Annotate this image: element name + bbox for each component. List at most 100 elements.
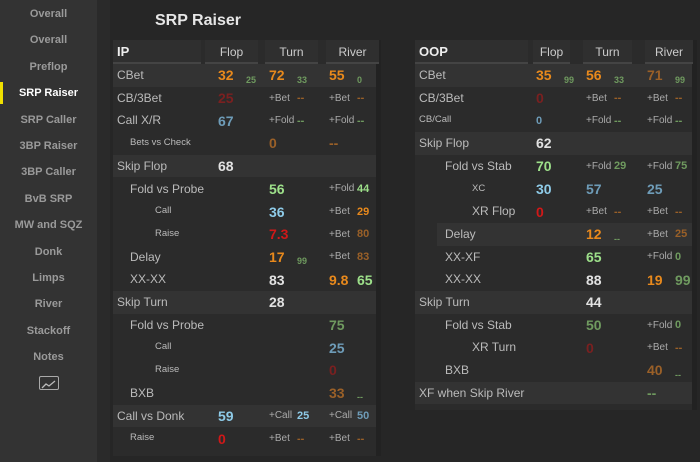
stat-value[interactable]: -- [297,92,305,105]
stat-row: Skip Flop 68 [113,154,376,178]
stat-value[interactable]: 50 [357,409,370,422]
stat-value[interactable]: 33 [329,385,345,402]
sidebar-item-mw-and-sqz[interactable]: MW and SQZ [14,219,83,232]
ip-header-river[interactable]: River [326,40,379,64]
river-cell: +Bet 29 [329,200,369,223]
sidebar-item-3bp-caller[interactable]: 3BP Caller [21,166,76,179]
river-cell: +Bet -- [329,87,364,110]
sidebar-item-stackoff[interactable]: Stackoff [26,324,71,337]
sidebar-item-3bp-raiser[interactable]: 3BP Raiser [19,140,78,152]
turn-cell: 36 [269,200,297,223]
stat-value[interactable]: -- [614,92,622,105]
stat-value[interactable]: 62 [536,135,552,152]
sidebar-item-donk[interactable]: Donk [34,245,63,258]
stat-value[interactable]: 59 [218,407,234,424]
stat-value[interactable]: 25 [297,409,310,422]
oop-header-river[interactable]: River [645,40,693,64]
stat-value[interactable]: -- [614,205,622,218]
stat-value[interactable]: -- [675,92,683,105]
stat-value[interactable]: -- [675,341,683,354]
stat-value[interactable]: 0 [586,339,594,356]
stat-row: Raise 7.3 +Bet 80 [113,223,376,246]
stat-value[interactable]: 67 [218,112,234,129]
sidebar-item-limps[interactable]: Limps [32,272,65,284]
stat-value[interactable]: 25 [675,228,688,241]
stat-value[interactable]: 70 [536,158,552,175]
stat-value[interactable]: 75 [675,160,688,173]
stat-value[interactable]: 28 [269,294,285,311]
stat-value[interactable]: -- [357,432,365,445]
action-prefix: +Fold [647,160,673,172]
stat-value[interactable]: 55 [329,67,345,84]
sidebar-item-overall[interactable]: Overall [29,8,68,20]
ip-header-turn[interactable]: Turn [265,40,318,64]
stat-value[interactable]: 50 [586,317,602,334]
stat-value[interactable]: 0 [329,362,337,379]
scrollbar[interactable] [692,40,697,410]
stat-value[interactable]: 32 [218,67,234,84]
stat-value[interactable]: 12 [586,226,602,243]
stat-value[interactable]: 29 [357,205,370,218]
stat-value[interactable]: -- [357,114,365,127]
stat-value[interactable]: 7.3 [269,226,289,243]
stat-value[interactable]: 40 [647,362,663,379]
sidebar-item-river[interactable]: River [34,298,63,311]
scrollbar[interactable] [376,40,381,456]
ip-header-flop[interactable]: Flop [205,40,258,64]
stat-value[interactable]: 0 [218,430,226,447]
stat-value[interactable]: 36 [269,203,285,220]
sidebar-item-overall[interactable]: Overall [29,34,68,47]
stat-value[interactable]: 0 [536,90,544,107]
stat-value[interactable]: 71 [647,67,663,84]
stat-value[interactable]: 56 [269,180,285,197]
sidebar-item-srp-caller[interactable]: SRP Caller [20,113,77,126]
sidebar-item-bvb-srp[interactable]: BvB SRP [24,192,73,205]
stat-value[interactable]: 80 [357,228,370,241]
stat-value[interactable]: 44 [586,294,602,311]
stat-value[interactable]: 65 [586,248,602,265]
stat-value[interactable]: -- [647,385,657,402]
stat-value[interactable]: 56 [586,67,602,84]
sidebar-item-notes[interactable]: Notes [33,351,64,364]
stat-value[interactable]: -- [675,114,683,127]
stat-value[interactable]: 35 [536,67,552,84]
stat-value[interactable]: 75 [329,317,345,334]
stat-value[interactable]: 88 [586,271,602,288]
stat-value[interactable]: 83 [269,271,285,288]
stat-value[interactable]: -- [329,135,339,152]
sidebar-item-srp-raiser[interactable]: SRP Raiser [0,81,97,105]
stat-value[interactable]: 29 [614,160,627,173]
stat-value[interactable]: -- [297,114,305,127]
line-chart-icon[interactable] [39,376,59,390]
stat-value[interactable]: 44 [357,182,370,195]
sidebar-item-preflop[interactable]: Preflop [29,60,68,73]
stat-value[interactable]: 72 [269,67,285,84]
stat-value[interactable]: 19 [647,271,663,288]
stat-value[interactable]: 17 [269,248,285,265]
stat-value[interactable]: 0 [269,135,277,152]
stat-value[interactable]: 57 [586,180,602,197]
stat-value[interactable]: 0 [536,114,543,127]
stat-value[interactable]: -- [614,114,622,127]
stat-value[interactable]: 30 [536,180,552,197]
row-label: CBet [419,68,446,82]
stat-value[interactable]: -- [357,92,365,105]
action-prefix: +Bet [329,228,350,240]
stat-value[interactable]: 25 [329,339,345,356]
stat-value[interactable]: -- [675,205,683,218]
sample-count: 99 [675,74,686,85]
sample-count: -- [614,233,620,244]
stat-value[interactable]: 68 [218,158,234,175]
oop-header-flop[interactable]: Flop [533,40,570,64]
stat-value[interactable]: 0 [536,203,544,220]
stat-value[interactable]: -- [297,432,305,445]
stat-value[interactable]: 25 [647,180,663,197]
stat-value[interactable]: 9.8 [329,271,349,288]
stat-value[interactable]: 0 [675,250,682,263]
oop-header-turn[interactable]: Turn [583,40,632,64]
stat-value[interactable]: 0 [675,319,682,332]
stat-value[interactable]: 83 [357,250,370,263]
stat-value[interactable]: 25 [218,90,234,107]
stat-row: Raise 0 [113,359,376,382]
turn-cell: +Fold -- [586,109,621,132]
